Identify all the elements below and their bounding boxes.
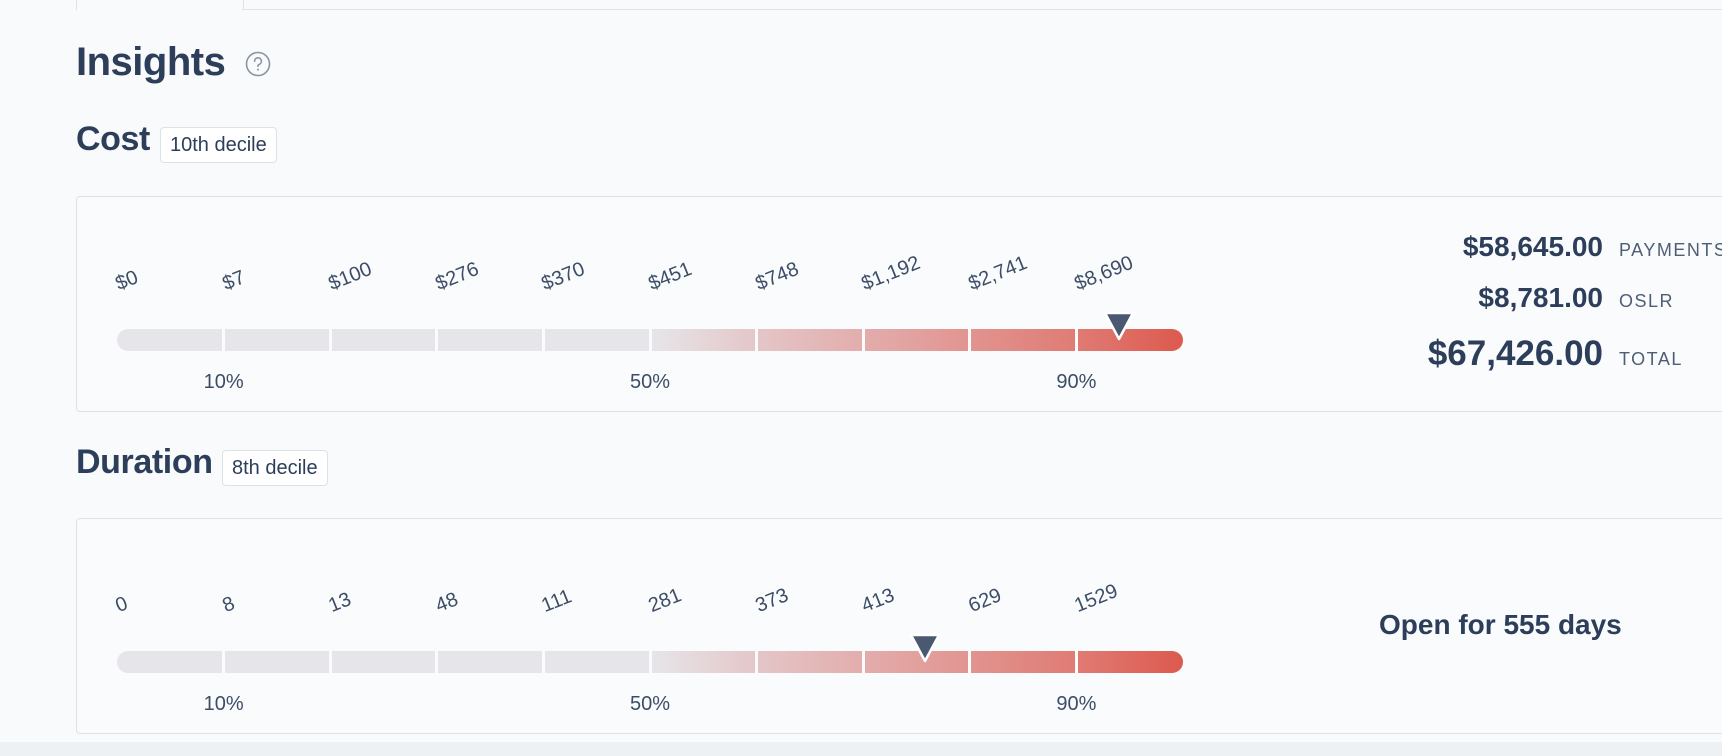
cost-percentile-label: 90%: [1056, 371, 1097, 393]
oslr-amount: $8,781.00: [1478, 282, 1603, 313]
cost-track-separator: [541, 329, 545, 351]
cost-tick-label: $7: [218, 266, 248, 296]
cost-track-separator: [968, 329, 972, 351]
duration-tick-label: 48: [432, 588, 462, 618]
cost-percentile-label: 50%: [629, 371, 671, 393]
duration-track-separator: [541, 651, 545, 673]
duration-track-separator: [968, 651, 972, 673]
duration-card: Open for 555 days 0 8 13 48 111 281 373 413 629 1…: [76, 518, 1722, 734]
duration-section-title: Duration: [76, 443, 213, 481]
duration-decile-badge: 8th decile: [222, 450, 328, 486]
cost-section-title: Cost: [76, 120, 150, 158]
cost-track-separator: [222, 329, 226, 351]
cost-tick-label: $8,690: [1071, 251, 1137, 296]
duration-track-separator: [222, 651, 226, 673]
duration-track-separator: [1074, 651, 1078, 673]
cost-tick-label: $451: [645, 258, 695, 296]
duration-tick-label: 629: [965, 584, 1005, 618]
cost-tick-label: $748: [751, 258, 802, 296]
cost-decile-track: [117, 329, 1183, 351]
tab-bar-divider: [242, 9, 1722, 10]
cost-tick-label: $370: [538, 258, 589, 296]
duration-position-marker: [909, 633, 941, 663]
cost-decile-badge: 10th decile: [160, 127, 277, 163]
cost-tick-label: $276: [432, 258, 482, 296]
total-row: $67,426.00 TOTAL: [1428, 334, 1722, 374]
duration-tick-label: 13: [325, 588, 355, 618]
duration-track-separator: [328, 651, 332, 673]
oslr-row: $8,781.00 OSLR: [1478, 282, 1722, 314]
duration-track-separator: [861, 651, 865, 673]
duration-tick-label: 1529: [1071, 580, 1122, 618]
cost-tick-label: $2,741: [965, 251, 1031, 296]
duration-tick-label: 8: [218, 592, 238, 618]
cost-track-separator: [1074, 329, 1078, 351]
help-circle-icon[interactable]: [245, 51, 271, 77]
duration-track-separator: [648, 651, 652, 673]
cost-tick-label: $1,192: [858, 251, 924, 296]
duration-track-separator: [435, 651, 439, 673]
page-title: Insights: [76, 40, 226, 84]
duration-tick-label: 373: [751, 584, 792, 618]
duration-summary: Open for 555 days: [1379, 609, 1622, 640]
cost-track-separator: [435, 329, 439, 351]
duration-percentile-label: 90%: [1056, 693, 1097, 715]
cost-track-separator: [755, 329, 759, 351]
cost-tick-label: $100: [325, 258, 376, 296]
oslr-label: OSLR: [1619, 291, 1675, 311]
duration-decile-track: [117, 651, 1183, 673]
payments-label: PAYMENTS: [1619, 240, 1722, 260]
duration-percentile-label: 50%: [629, 693, 671, 715]
cost-track-separator: [861, 329, 865, 351]
cost-tick-label: $0: [112, 266, 142, 296]
cost-track-separator: [648, 329, 652, 351]
cost-position-marker: [1103, 311, 1135, 341]
duration-tick-label: 111: [538, 585, 576, 618]
duration-tick-label: 0: [112, 592, 131, 618]
payments-amount: $58,645.00: [1462, 231, 1603, 262]
cost-track-separator: [328, 329, 332, 351]
cost-card: $58,645.00 PAYMENTS $8,781.00 OSLR $67,4…: [76, 196, 1722, 412]
duration-track-separator: [755, 651, 759, 673]
duration-tick-label: 281: [645, 584, 685, 618]
active-tab-edge: [76, 0, 244, 10]
bottom-scroll-edge: [0, 742, 1722, 756]
total-amount: $67,426.00: [1427, 334, 1603, 373]
cost-percentile-label: 10%: [203, 371, 244, 393]
payments-row: $58,645.00 PAYMENTS: [1463, 231, 1722, 263]
total-label: TOTAL: [1619, 349, 1683, 369]
duration-percentile-label: 10%: [203, 693, 244, 715]
duration-tick-label: 413: [858, 584, 898, 618]
